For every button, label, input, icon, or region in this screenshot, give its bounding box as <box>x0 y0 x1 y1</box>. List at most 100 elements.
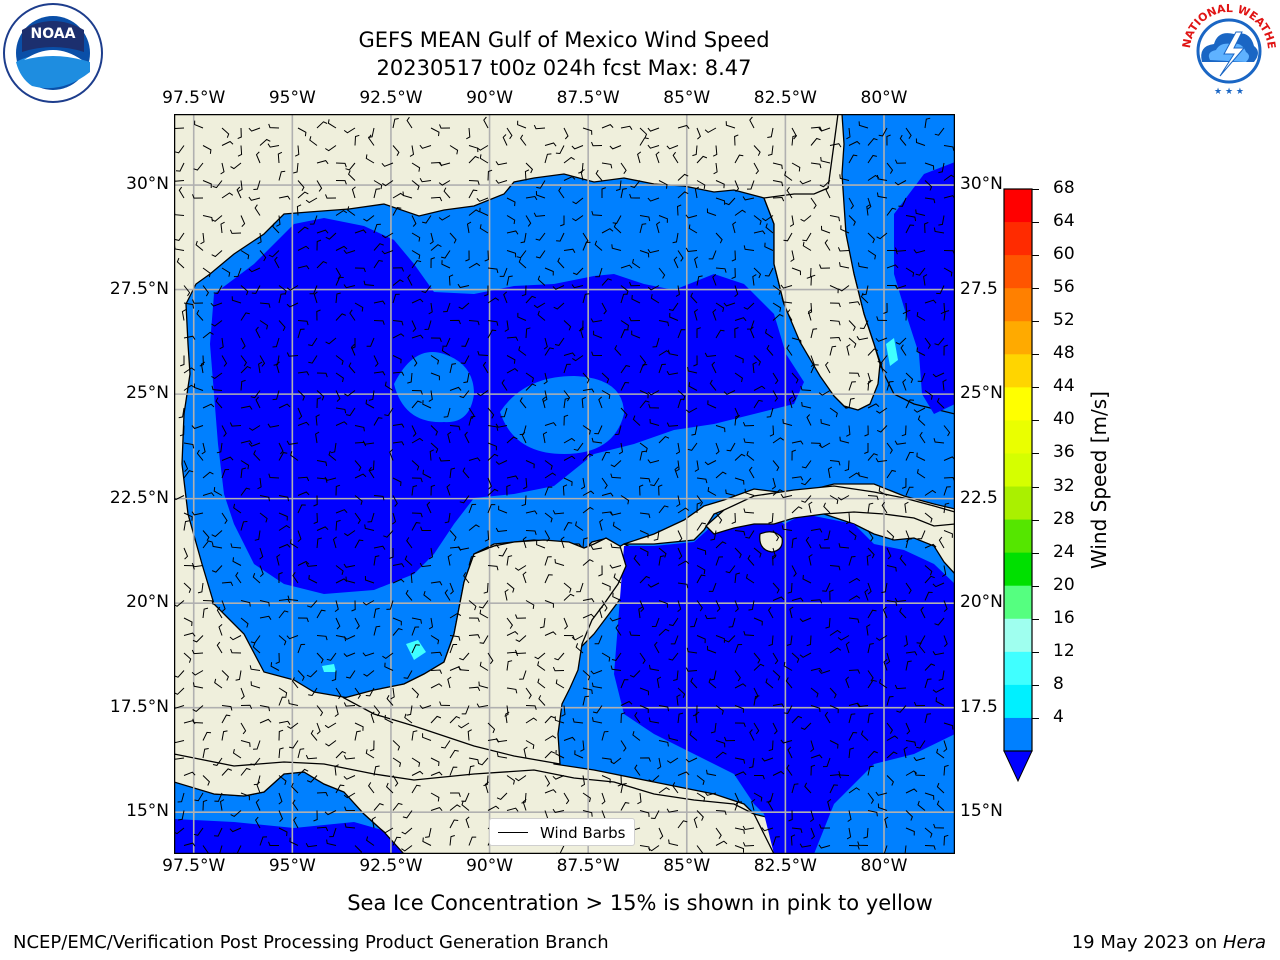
wind-barb <box>867 530 874 542</box>
wind-barb <box>747 554 755 566</box>
wind-barb <box>742 196 755 201</box>
wind-barb <box>875 635 888 641</box>
wind-barb <box>707 487 717 496</box>
wind-barb <box>598 565 603 577</box>
wind-barb <box>183 520 190 531</box>
wind-barb <box>780 284 793 289</box>
wind-barb <box>715 425 726 433</box>
wind-barb <box>658 600 668 608</box>
wind-barb <box>772 162 783 170</box>
wind-barb <box>386 694 394 706</box>
wind-barb <box>902 379 907 391</box>
wind-barb <box>806 635 812 647</box>
wind-barb <box>886 442 893 454</box>
wind-barb <box>462 467 470 479</box>
wind-barb <box>829 740 839 749</box>
wind-barb <box>316 121 328 129</box>
wind-barb <box>354 229 367 234</box>
wind-barb <box>820 419 831 426</box>
wind-barb <box>235 572 242 584</box>
wind-barb <box>824 239 831 251</box>
wind-barb <box>506 617 514 629</box>
wind-barb <box>734 792 740 805</box>
wind-barb <box>620 783 627 794</box>
wind-barb <box>881 582 888 594</box>
wind-barb <box>544 600 554 608</box>
wind-barb <box>430 651 443 657</box>
wind-barb <box>174 739 185 744</box>
wind-barb <box>248 196 261 201</box>
wind-barb <box>595 169 603 181</box>
wind-barb <box>712 145 718 157</box>
wind-barb <box>711 361 717 374</box>
wind-barb <box>438 161 451 166</box>
wind-barb <box>368 390 375 401</box>
wind-barb <box>183 367 196 374</box>
wind-barb <box>685 757 698 763</box>
wind-barb <box>762 215 774 222</box>
wind-barb <box>259 615 272 620</box>
wind-barb <box>822 582 831 592</box>
wind-barb <box>658 484 663 496</box>
wind-barb <box>523 477 528 490</box>
colorbar-segment <box>1004 651 1032 686</box>
wind-barb <box>354 267 366 273</box>
lat-label-right: 15°N <box>960 801 1003 822</box>
wind-barb <box>419 562 432 568</box>
wind-barb <box>539 617 546 629</box>
wind-barb <box>506 275 513 286</box>
wind-barb <box>886 600 898 607</box>
wind-barb <box>202 267 211 278</box>
wind-barb <box>810 810 815 822</box>
wind-barb <box>386 782 394 794</box>
wind-barb <box>846 425 851 437</box>
wind-barb <box>335 565 344 575</box>
wind-barb <box>734 827 745 834</box>
wind-barb <box>406 537 413 549</box>
wind-barb <box>734 209 746 216</box>
footer-host: Hera <box>1222 932 1266 953</box>
wind-barb <box>362 600 375 606</box>
wind-barb <box>240 379 246 391</box>
wind-barb <box>784 171 793 181</box>
wind-barb <box>384 407 394 417</box>
wind-barb <box>411 298 424 304</box>
wind-barb <box>669 312 679 321</box>
wind-barb <box>498 505 508 514</box>
wind-barb <box>411 162 421 172</box>
wind-barb <box>761 757 774 762</box>
wind-barb <box>580 775 586 787</box>
wind-barb <box>518 346 527 356</box>
wind-barb <box>516 250 527 259</box>
wind-barb <box>297 643 306 654</box>
wind-barb <box>693 816 698 829</box>
wind-barb <box>392 802 403 811</box>
wind-barb <box>193 383 204 391</box>
wind-barb <box>905 224 915 234</box>
wind-barb <box>278 293 286 304</box>
wind-barb <box>867 712 874 724</box>
wind-barb <box>384 662 394 671</box>
wind-barb <box>544 789 557 794</box>
wind-barb <box>677 507 690 514</box>
wind-barb <box>354 539 364 549</box>
wind-barb <box>278 792 283 805</box>
wind-barb <box>573 442 584 451</box>
wind-barb <box>899 134 907 146</box>
wind-barb <box>543 390 548 402</box>
wind-barb <box>772 703 785 708</box>
colorbar-tick-mark <box>1032 651 1039 653</box>
wind-barb <box>430 635 440 645</box>
lon-label-bottom: 92.5°W <box>359 856 423 876</box>
wind-barb <box>924 575 935 584</box>
wind-barb <box>343 755 356 760</box>
wind-barb <box>430 372 440 381</box>
wind-barb <box>411 626 420 636</box>
wind-barb <box>876 407 888 414</box>
wind-barb <box>655 151 660 164</box>
wind-barb <box>666 808 679 813</box>
wind-barb <box>202 799 208 811</box>
wind-barb <box>639 705 649 714</box>
wind-barb <box>297 617 309 623</box>
wind-barb <box>748 757 755 769</box>
